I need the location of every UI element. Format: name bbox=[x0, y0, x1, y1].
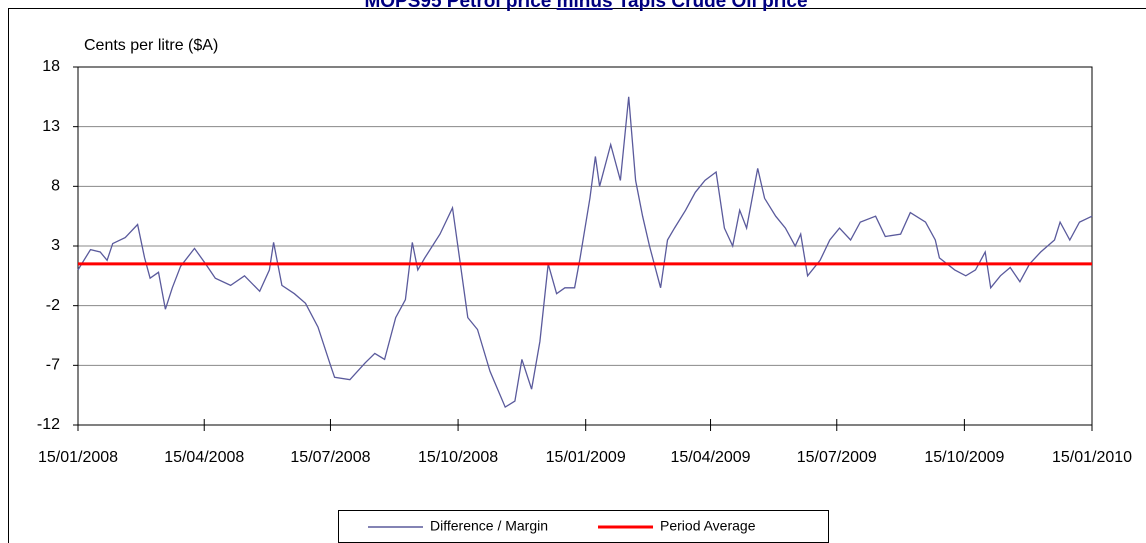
y-tick-label: 8 bbox=[51, 178, 60, 195]
y-tick-label: -2 bbox=[46, 297, 60, 314]
title-part: minus bbox=[557, 0, 613, 12]
x-tick-label: 15/10/2008 bbox=[418, 449, 498, 466]
y-tick-label: -7 bbox=[46, 357, 60, 374]
chart-border bbox=[8, 8, 1146, 543]
x-tick-label: 15/01/2010 bbox=[1052, 449, 1132, 466]
grid: -12 -7 -2 3 8 13 18 15/01/2008 15/04/2008 15/07/2… bbox=[37, 58, 1132, 466]
legend-label: Difference / Margin bbox=[430, 518, 548, 534]
title-part: Tapis Crude Oil price bbox=[618, 0, 808, 12]
marks bbox=[77, 96, 1093, 409]
y-tick-label: 3 bbox=[51, 237, 60, 254]
legend-entries: Difference / Margin Period Average bbox=[368, 518, 756, 534]
y-axis-label: Cents per litre ($A) bbox=[84, 37, 218, 54]
legend-label: Period Average bbox=[660, 518, 756, 534]
x-tick-label: 15/04/2008 bbox=[164, 449, 244, 466]
x-tick-label: 15/01/2009 bbox=[546, 449, 626, 466]
x-tick-label: 15/01/2008 bbox=[38, 449, 118, 466]
y-tick-label: -12 bbox=[37, 416, 60, 433]
x-tick-label: 15/04/2009 bbox=[670, 449, 750, 466]
x-tick-label: 15/10/2009 bbox=[924, 449, 1004, 466]
plot-area bbox=[77, 66, 1093, 426]
x-tick-label: 15/07/2008 bbox=[290, 449, 370, 466]
y-tick-label: 18 bbox=[42, 58, 60, 75]
chart-title: MOPS95 Petrol price minus Tapis Crude Oi… bbox=[364, 0, 807, 12]
x-tick-label: 15/07/2009 bbox=[797, 449, 877, 466]
title-part: MOPS95 Petrol price bbox=[364, 0, 551, 12]
data-line bbox=[77, 96, 1093, 409]
y-tick-label: 13 bbox=[42, 118, 60, 135]
